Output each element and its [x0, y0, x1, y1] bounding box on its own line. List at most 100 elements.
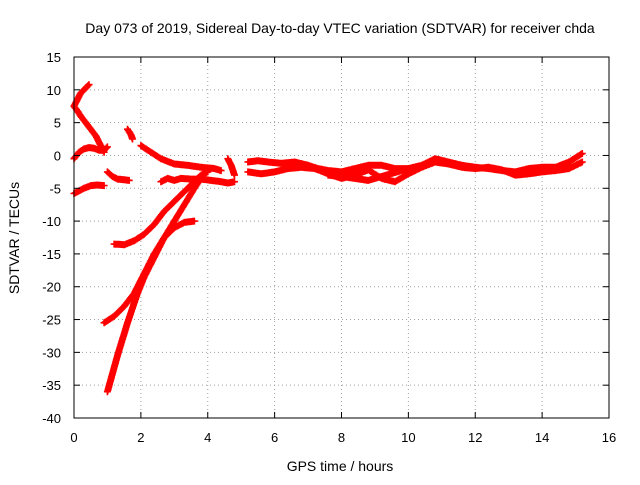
data-point — [173, 219, 176, 223]
y-tick-label: 5 — [54, 116, 61, 131]
data-point — [367, 179, 370, 182]
axis-ticks: 0 2 4 6 8 10 12 14 16 15 10 5 0 -5 -10 -15 -20 -25 -30 -35 -… — [42, 50, 616, 445]
x-axis-label: GPS time / hours — [287, 458, 394, 474]
x-tick-label: 8 — [338, 430, 345, 445]
data-point — [293, 160, 296, 164]
data-point — [193, 180, 196, 183]
data-point — [173, 162, 176, 166]
data-point — [102, 321, 106, 325]
y-tick-label: 10 — [47, 83, 61, 98]
data-point — [226, 157, 230, 160]
data-point — [179, 177, 183, 180]
data-point — [273, 170, 276, 174]
x-tick-label: 0 — [70, 430, 77, 445]
data-point — [112, 315, 116, 318]
data-point — [326, 173, 330, 177]
y-tick-label: -5 — [49, 181, 61, 196]
data-point — [149, 150, 153, 154]
data-point — [313, 167, 316, 170]
data-point — [139, 144, 143, 147]
series-arc-15 — [324, 165, 412, 184]
data-point — [209, 179, 213, 182]
y-tick-label: -35 — [42, 378, 61, 393]
series-arc-6 — [124, 125, 136, 143]
data-point — [127, 179, 131, 182]
data-point — [280, 162, 283, 165]
data-point — [87, 83, 91, 86]
y-tick-label: 15 — [47, 50, 61, 65]
data-point — [89, 184, 92, 187]
data-point — [126, 128, 129, 131]
series-arc-12 — [103, 174, 205, 396]
data-point — [380, 175, 383, 178]
x-tick-label: 2 — [137, 430, 144, 445]
data-point — [353, 167, 357, 170]
data-point — [96, 183, 99, 187]
data-point — [136, 292, 139, 295]
data-point — [527, 172, 530, 176]
data-point — [82, 147, 86, 151]
data-point — [581, 160, 584, 164]
data-point — [206, 170, 209, 174]
data-point — [256, 159, 260, 162]
data-point — [393, 171, 397, 174]
data-point — [474, 167, 477, 170]
data-point — [106, 145, 109, 149]
data-point — [233, 173, 236, 177]
data-point — [76, 109, 79, 113]
data-point — [567, 160, 571, 164]
data-point — [340, 170, 343, 174]
chart-title: Day 073 of 2019, Sidereal Day-to-day VTE… — [85, 20, 595, 36]
x-tick-label: 16 — [602, 430, 616, 445]
data-point — [122, 243, 126, 246]
series-arc-5 — [103, 168, 133, 184]
series-markers — [70, 143, 111, 163]
data-point — [159, 180, 163, 183]
data-point — [76, 98, 79, 101]
y-tick-label: -25 — [42, 313, 61, 328]
data-point — [99, 144, 102, 147]
data-point — [87, 146, 91, 149]
grid — [74, 57, 609, 418]
data-point — [554, 169, 557, 172]
y-tick-label: 0 — [54, 148, 61, 163]
data-point — [193, 187, 196, 190]
data-point — [393, 180, 397, 183]
data-point — [166, 177, 169, 180]
x-tick-label: 10 — [401, 430, 415, 445]
data-point — [540, 170, 544, 174]
data-point — [527, 167, 530, 170]
data-point — [122, 305, 126, 308]
x-tick-label: 14 — [535, 430, 549, 445]
series-markers — [70, 181, 108, 197]
data-point — [111, 175, 114, 178]
data-point — [420, 166, 423, 169]
data-point — [246, 170, 250, 174]
data-point — [102, 184, 106, 187]
x-tick-label: 6 — [271, 430, 278, 445]
data-point — [84, 121, 87, 124]
data-point — [340, 175, 343, 178]
data-point — [79, 114, 82, 118]
data-point — [199, 166, 203, 169]
data-point — [500, 168, 504, 172]
data-series — [70, 81, 586, 396]
data-point — [540, 166, 544, 169]
data-point — [407, 167, 410, 170]
data-point — [213, 167, 216, 170]
data-point — [226, 181, 230, 185]
data-point — [219, 169, 223, 172]
data-point — [131, 137, 134, 141]
data-point — [183, 190, 186, 193]
data-point — [116, 177, 119, 181]
data-point — [163, 210, 166, 213]
data-point — [116, 354, 119, 357]
data-point — [79, 91, 82, 95]
series-markers — [137, 142, 225, 175]
data-point — [183, 203, 186, 206]
data-point — [260, 172, 263, 176]
data-point — [92, 147, 96, 150]
data-point — [126, 321, 129, 325]
data-point — [300, 166, 303, 169]
